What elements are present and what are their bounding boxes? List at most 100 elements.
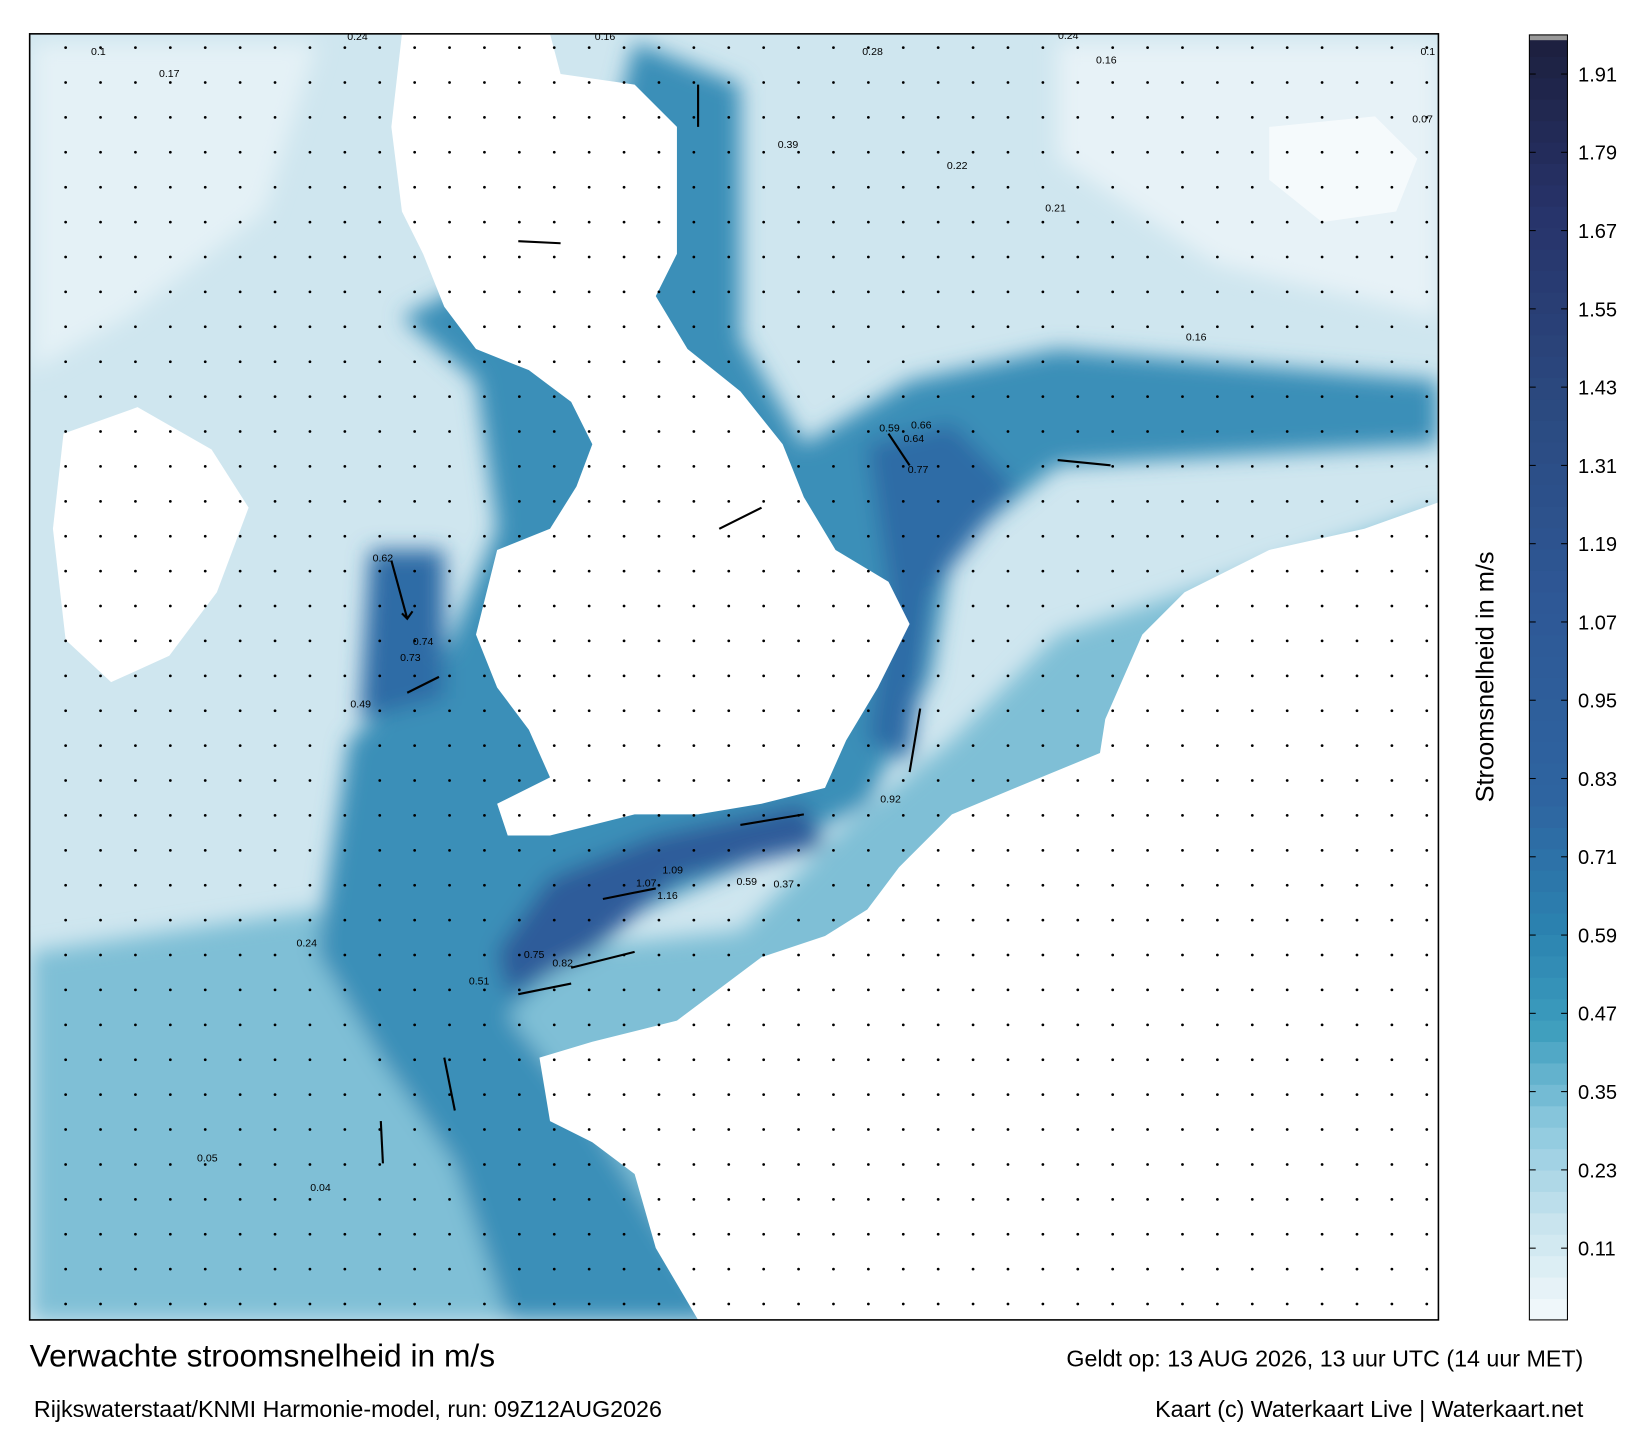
grid-dot [936,255,940,259]
grid-dot [378,988,382,992]
grid-dot [238,1128,242,1131]
grid-dot [1216,150,1219,154]
grid-dot [1390,988,1394,992]
grid-dot [1006,116,1010,119]
grid-dot [866,674,870,678]
grid-dot [657,360,661,364]
grid-dot [308,325,312,329]
grid-dot [99,953,102,957]
grid-dot [1006,639,1010,643]
grid-dot [134,290,137,294]
grid-dot [1006,604,1010,608]
grid-dot [866,814,870,817]
grid-dot [692,360,696,364]
grid-dot [1320,604,1324,608]
grid-dot [587,953,591,957]
grid-dot [448,604,451,608]
grid-dot [203,604,207,608]
grid-dot [727,255,731,259]
grid-dot [413,604,417,608]
grid-dot [308,185,312,189]
grid-dot [797,185,800,189]
grid-dot [657,953,661,957]
colorbar-band [1529,548,1568,571]
grid-dot [343,604,347,608]
grid-dot [1146,255,1149,259]
grid-dot [727,116,731,119]
colorbar-band [1529,356,1568,379]
grid-dot [587,499,591,503]
grid-dot [1076,988,1080,992]
colorbar-band [1529,570,1568,593]
grid-dot [203,150,207,154]
grid-dot [1181,918,1184,922]
grid-dot [936,1197,940,1201]
grid-dot [1041,953,1045,957]
grid-dot [413,220,417,224]
grid-dot [64,185,68,189]
grid-dot [622,499,626,503]
grid-dot [1425,604,1429,608]
grid-dot [692,325,696,329]
grid-dot [1216,499,1219,503]
grid-dot [343,1267,347,1271]
grid-dot [238,1163,242,1166]
grid-dot [273,220,277,224]
grid-dot [1250,674,1254,678]
grid-dot [308,430,312,433]
grid-dot [901,1267,905,1271]
grid-dot [587,744,591,747]
grid-dot [1250,325,1254,329]
colorbar-band [1529,249,1568,272]
grid-dot [64,46,68,49]
grid-dot [1250,918,1254,922]
grid-dot [622,255,626,259]
grid-dot [238,1302,242,1306]
value-label: 0.24 [1058,30,1079,42]
grid-dot [622,1232,626,1236]
grid-dot [483,639,486,643]
grid-dot [692,534,696,538]
grid-dot [1390,779,1394,782]
grid-dot [727,569,731,573]
grid-dot [308,1058,312,1062]
grid-dot [238,1093,242,1097]
grid-dot [134,779,137,782]
grid-dot [692,744,696,747]
grid-dot [1076,465,1080,468]
grid-dot [797,1128,800,1131]
grid-dot [1285,744,1289,747]
grid-dot [168,953,172,957]
grid-dot [797,569,800,573]
grid-dot [203,325,207,329]
grid-dot [832,1197,835,1201]
grid-dot [1285,255,1289,259]
grid-dot [308,569,312,573]
grid-dot [203,1093,207,1097]
grid-dot [134,255,137,259]
grid-dot [483,290,486,294]
grid-dot [866,1128,870,1131]
grid-dot [1111,1093,1115,1097]
grid-dot [64,499,68,503]
grid-dot [1355,430,1359,433]
colorbar-tick-label: 0.71 [1578,847,1617,869]
grid-dot [971,325,975,329]
grid-dot [587,116,591,119]
grid-dot [1355,709,1359,713]
grid-dot [971,1232,975,1236]
value-label: 0.92 [880,794,901,806]
grid-dot [343,360,347,364]
colorbar-tick-label: 1.19 [1578,534,1617,556]
grid-dot [971,150,975,154]
grid-dot [901,1302,905,1306]
grid-dot [1320,465,1324,468]
grid-dot [1250,1197,1254,1201]
grid-dot [1006,883,1010,887]
grid-dot [203,918,207,922]
grid-dot [622,395,626,398]
grid-dot [1181,1267,1184,1271]
grid-dot [1181,953,1184,957]
grid-dot [1425,744,1429,747]
grid-dot [448,1267,451,1271]
